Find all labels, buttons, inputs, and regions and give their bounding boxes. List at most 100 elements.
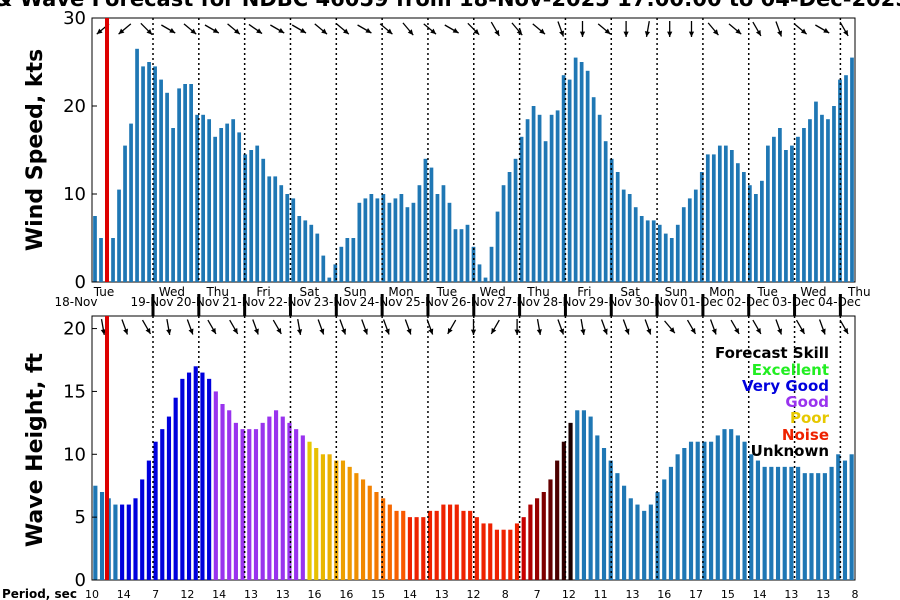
day-tick <box>655 294 659 316</box>
wind-bar <box>465 224 470 282</box>
wind-bar <box>99 238 103 282</box>
wave-y-axis-label: Wave Height, ft <box>23 352 48 547</box>
wave-bar <box>735 435 740 580</box>
wind-bar <box>381 194 386 282</box>
wind-bar <box>555 110 560 283</box>
period-tick-label: 11 <box>594 588 608 600</box>
wave-bar <box>99 492 105 580</box>
period-tick-label: 7 <box>534 588 541 600</box>
wave-bar <box>247 429 252 580</box>
wind-arrow-icon <box>270 24 285 34</box>
wind-bar <box>754 194 758 282</box>
wind-bar <box>345 238 350 282</box>
wind-bar <box>333 264 338 282</box>
wave-bar <box>561 441 566 580</box>
wind-bar <box>225 123 230 282</box>
wind-bar <box>501 185 506 282</box>
wind-bar <box>417 185 422 282</box>
day-name-label: Tue <box>93 285 115 299</box>
wave-bar <box>273 410 279 580</box>
date-label: 22-Nov <box>268 295 311 309</box>
wind-bar <box>802 128 806 282</box>
wind-bar <box>441 185 446 282</box>
wind-bar <box>567 79 572 282</box>
date-label: 18-Nov <box>54 295 97 309</box>
wave-day-separators <box>152 316 842 580</box>
wind-bar <box>844 75 848 282</box>
wave-bar <box>662 479 667 580</box>
wind-bar <box>207 119 212 282</box>
period-tick-label: 7 <box>152 588 159 600</box>
forecast-skill-legend: Forecast Skill Excellent Very Good Good … <box>715 344 830 460</box>
wave-bar <box>702 441 707 580</box>
day-name-label: Thu <box>526 285 550 299</box>
wind-bar <box>621 189 626 282</box>
wind-bar <box>513 158 518 282</box>
wind-arrow-icon <box>118 23 132 35</box>
wave-bar <box>528 504 533 580</box>
date-label: 04-Dec <box>818 295 861 309</box>
wave-bar <box>789 466 794 580</box>
day-name-label: Mon <box>709 285 734 299</box>
wind-bar <box>675 224 680 282</box>
period-tick-label: 12 <box>562 588 576 600</box>
wind-bar <box>111 238 115 282</box>
wave-bar <box>668 466 674 580</box>
wave-bar <box>829 466 834 580</box>
wave-arrow-icon <box>514 319 520 335</box>
day-name-label: Tue <box>436 285 458 299</box>
wind-bar <box>820 114 824 282</box>
wave-bar <box>581 410 587 580</box>
wave-bar <box>140 479 145 580</box>
day-tick <box>563 294 567 316</box>
period-tick-label: 12 <box>180 588 194 600</box>
wind-day-separators <box>152 18 842 282</box>
wind-y-tick-label: 10 <box>63 184 86 205</box>
wind-bar <box>159 79 163 282</box>
wave-bar <box>200 372 205 580</box>
wave-arrow-icon <box>600 319 608 335</box>
wind-bar <box>549 114 554 282</box>
wind-bar <box>363 198 368 282</box>
wind-arrow-icon <box>775 21 783 37</box>
wind-bar <box>495 211 500 282</box>
wind-bar <box>711 154 716 282</box>
wave-arrow-icon <box>317 319 325 335</box>
period-axis-label: Period, sec <box>2 587 77 600</box>
wind-arrow-icon <box>204 24 220 34</box>
wave-bar <box>207 378 212 580</box>
period-tick-label: 12 <box>467 588 481 600</box>
wave-arrow-icon <box>490 319 500 335</box>
wave-bar <box>227 410 232 580</box>
wave-bar <box>849 454 854 580</box>
wave-arrow-icon <box>709 319 717 335</box>
day-name-label: Thu <box>847 285 871 299</box>
wind-arrow-icon <box>161 24 176 34</box>
wind-bar <box>778 128 782 282</box>
wind-bar <box>327 277 332 282</box>
wave-bar <box>407 517 412 580</box>
wind-bar <box>141 66 145 283</box>
wind-bar <box>153 66 157 283</box>
wind-bar <box>537 114 542 282</box>
wave-bar <box>508 529 513 580</box>
day-tick <box>334 294 338 316</box>
wave-bar <box>253 429 259 580</box>
wave-bar <box>300 435 305 580</box>
wind-arrow-icon <box>379 23 393 35</box>
wind-bar <box>639 216 644 282</box>
wind-arrow-icon <box>667 21 673 37</box>
wind-bar <box>723 145 728 282</box>
wave-bar <box>220 404 225 580</box>
wave-bar <box>327 454 332 580</box>
date-label: 03-Dec <box>772 295 815 309</box>
wave-bar <box>709 441 714 580</box>
period-tick-label: 15 <box>371 588 385 600</box>
wave-bar <box>816 473 821 580</box>
wave-bar <box>695 441 700 580</box>
wind-bar <box>309 224 314 282</box>
chart-title: & Wave Forecast for NDBC 46059 from 18-N… <box>0 0 900 11</box>
wave-arrow-icon <box>339 319 347 335</box>
wave-bar <box>635 504 640 580</box>
wave-bar <box>535 498 540 580</box>
